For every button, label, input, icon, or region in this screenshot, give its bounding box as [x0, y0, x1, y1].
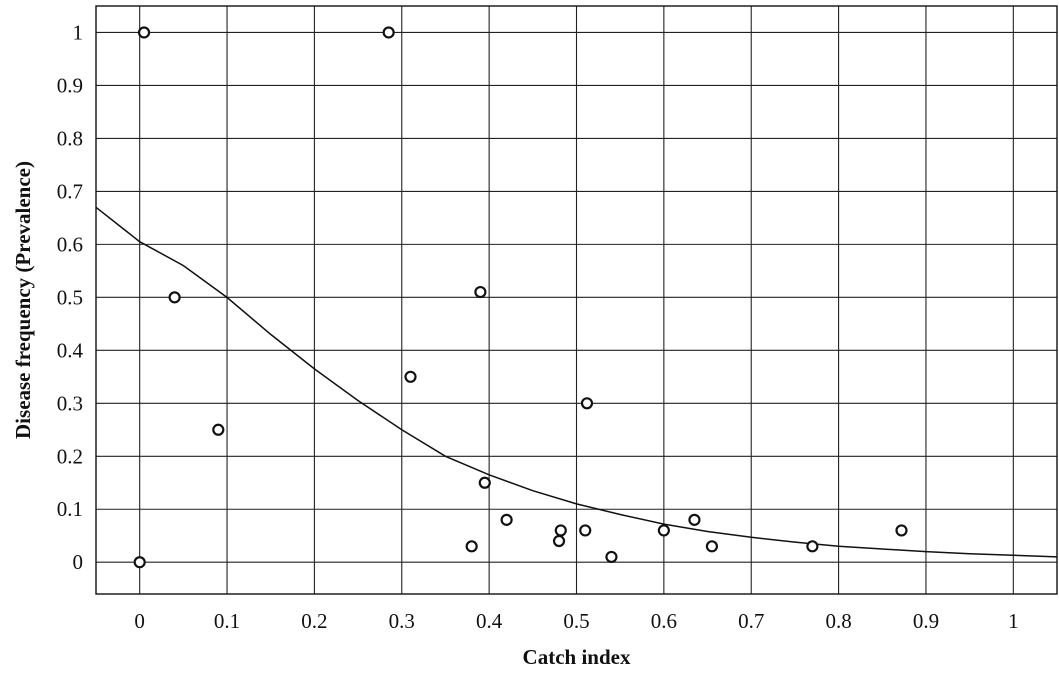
tick-labels: 0 0.1 0.2 0.3 0.4 0.5 0.6 0.7 0.8 0.9 1 0 0.1 0.2 0.3 0… — [57, 20, 1019, 633]
data-point — [657, 524, 670, 537]
data-point — [806, 540, 819, 553]
plot-frame — [95, 5, 1058, 595]
y-tick-label: 0.1 — [57, 497, 83, 521]
y-tick-label: 0.3 — [57, 391, 83, 415]
data-point — [404, 370, 417, 383]
x-tick-label: 0.4 — [476, 609, 503, 633]
y-tick-label: 0.8 — [57, 126, 83, 150]
y-tick-label: 0.6 — [57, 232, 83, 256]
x-tick-label: 0.3 — [389, 609, 415, 633]
y-tick-label: 0.2 — [57, 444, 83, 468]
x-tick-label: 0.5 — [563, 609, 589, 633]
data-point — [554, 524, 567, 537]
data-point — [133, 556, 146, 569]
x-tick-label: 0 — [134, 609, 145, 633]
data-point — [688, 513, 701, 526]
data-point — [605, 550, 618, 564]
data-point — [580, 397, 594, 410]
data-point — [168, 291, 181, 304]
data-point — [382, 26, 395, 39]
data-point — [212, 423, 225, 436]
x-axis-title: Catch index — [523, 645, 631, 669]
y-tick-label: 0.5 — [57, 285, 83, 309]
data-point — [474, 285, 487, 299]
data-point — [478, 476, 491, 489]
data-point — [552, 534, 566, 548]
fitted-curve — [95, 206, 1058, 558]
y-tick-label: 0.9 — [57, 73, 83, 97]
y-tick-label: 0.4 — [57, 338, 84, 362]
x-tick-label: 0.8 — [825, 609, 851, 633]
data-point — [465, 540, 478, 553]
data-point — [705, 540, 719, 553]
data-point — [137, 26, 151, 39]
data-point — [895, 524, 908, 537]
data-point — [579, 524, 592, 537]
grid-layer — [96, 6, 1057, 594]
data-points — [133, 26, 908, 569]
y-tick-label: 0 — [73, 550, 84, 574]
y-tick-label: 0.7 — [57, 179, 83, 203]
y-tick-label: 1 — [73, 20, 84, 44]
x-tick-label: 1 — [1008, 609, 1019, 633]
y-axis-title: Disease frequency (Prevalence) — [11, 161, 35, 439]
x-tick-label: 0.7 — [738, 609, 764, 633]
x-tick-label: 0.1 — [214, 609, 240, 633]
data-point — [500, 513, 513, 526]
x-tick-label: 0.9 — [913, 609, 939, 633]
x-tick-label: 0.2 — [301, 609, 327, 633]
x-tick-label: 0.6 — [651, 609, 677, 633]
